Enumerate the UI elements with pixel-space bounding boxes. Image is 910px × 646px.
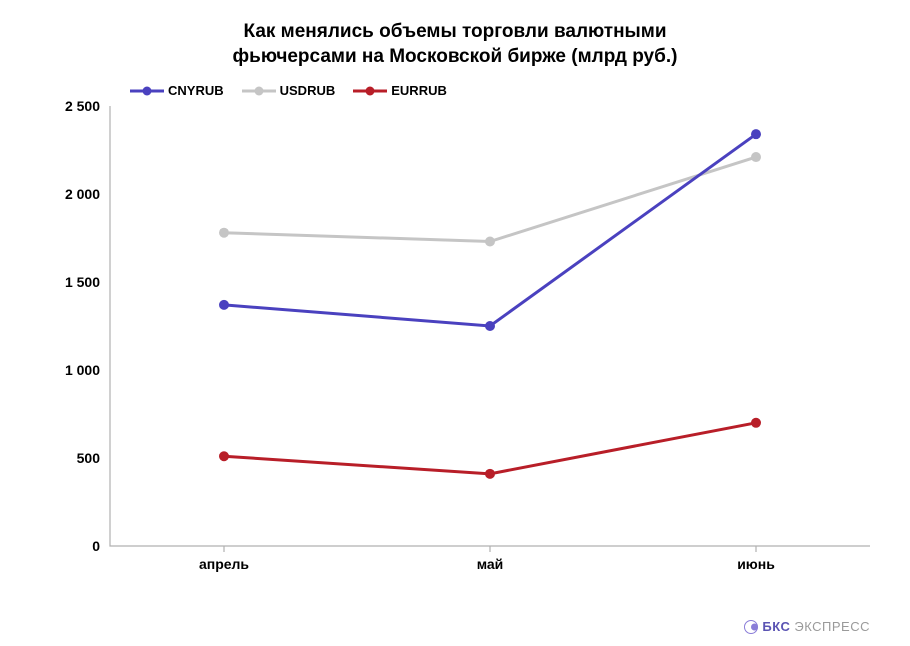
legend-item-usdrub: USDRUB — [242, 83, 336, 98]
legend-item-eurrub: EURRUB — [353, 83, 447, 98]
x-tick-label: апрель — [199, 556, 249, 572]
y-axis-labels: 05001 0001 5002 0002 500 — [40, 106, 110, 576]
chart-title-line2: фьючерсами на Московской бирже (млрд руб… — [233, 46, 678, 67]
chart-svg — [110, 106, 870, 546]
series-marker-cnyrub — [751, 130, 761, 140]
bks-logo-icon — [744, 620, 758, 634]
legend-label-usdrub: USDRUB — [280, 83, 336, 98]
series-line-usdrub — [224, 157, 756, 241]
legend-swatch-eurrub — [353, 86, 387, 96]
x-axis-labels: апрель май июнь — [110, 552, 870, 576]
series-marker-eurrub — [751, 418, 761, 428]
y-tick-label: 0 — [92, 538, 100, 554]
x-tick-label: июнь — [737, 556, 775, 572]
series-marker-eurrub — [485, 469, 495, 479]
watermark-brand: БКС — [762, 619, 790, 634]
legend-label-cnyrub: CNYRUB — [168, 83, 224, 98]
legend-swatch-cnyrub — [130, 86, 164, 96]
series-marker-cnyrub — [219, 300, 229, 310]
chart-title: Как менялись объемы торговли валютными ф… — [40, 20, 870, 69]
y-tick-label: 2 500 — [65, 98, 100, 114]
x-tick-label: май — [477, 556, 504, 572]
series-line-cnyrub — [224, 135, 756, 327]
plot-area — [110, 106, 870, 546]
y-tick-label: 1 500 — [65, 274, 100, 290]
series-marker-usdrub — [219, 228, 229, 238]
legend-item-cnyrub: CNYRUB — [130, 83, 224, 98]
series-marker-usdrub — [485, 237, 495, 247]
watermark: БКС ЭКСПРЕСС — [744, 619, 870, 634]
legend-label-eurrub: EURRUB — [391, 83, 447, 98]
series-marker-cnyrub — [485, 321, 495, 331]
y-tick-label: 2 000 — [65, 186, 100, 202]
series-marker-usdrub — [751, 152, 761, 162]
chart-title-line1: Как менялись объемы торговли валютными — [243, 21, 666, 42]
legend-swatch-usdrub — [242, 86, 276, 96]
watermark-suffix: ЭКСПРЕСС — [794, 619, 870, 634]
y-tick-label: 500 — [77, 450, 100, 466]
series-line-eurrub — [224, 423, 756, 474]
chart-area: 05001 0001 5002 0002 500 апрельмайиюнь — [40, 106, 870, 576]
legend: CNYRUB USDRUB EURRUB — [40, 83, 870, 98]
y-tick-label: 1 000 — [65, 362, 100, 378]
series-marker-eurrub — [219, 452, 229, 462]
